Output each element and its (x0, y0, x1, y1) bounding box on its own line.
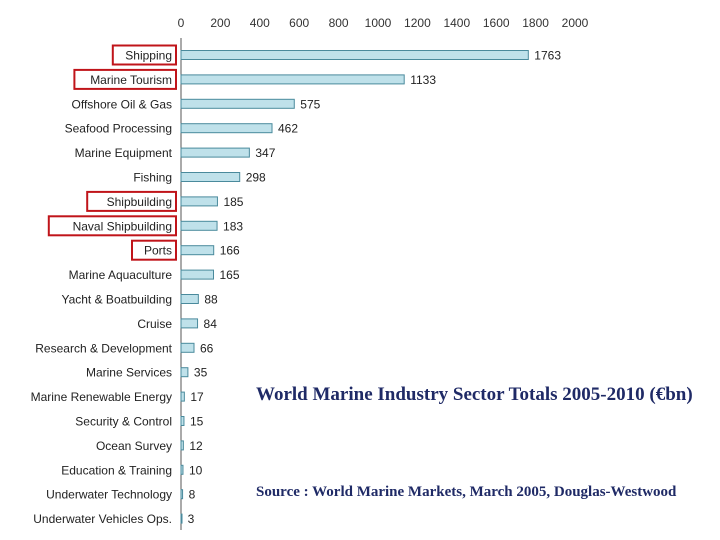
x-tick-label: 1800 (522, 16, 549, 30)
data-label: 88 (204, 293, 218, 307)
data-label: 35 (194, 366, 208, 380)
category-label: Ports (144, 244, 172, 258)
bar (180, 220, 218, 231)
data-label: 8 (189, 488, 196, 502)
data-label: 298 (246, 171, 266, 185)
data-label: 575 (300, 97, 320, 111)
data-label: 15 (190, 415, 204, 429)
x-tick-label: 200 (210, 16, 230, 30)
category-label: Fishing (133, 171, 172, 185)
bar (180, 147, 250, 158)
bar (180, 245, 215, 256)
bar (180, 196, 218, 207)
category-label: Underwater Technology (46, 488, 172, 502)
x-tick-label: 1000 (365, 16, 392, 30)
bar (180, 513, 183, 524)
bar (180, 391, 185, 402)
category-label: Marine Aquaculture (69, 268, 173, 282)
x-tick-label: 1600 (483, 16, 510, 30)
highlight-box (86, 190, 177, 212)
category-label: Education & Training (61, 463, 172, 477)
bar (180, 367, 189, 378)
x-tick-label: 0 (178, 16, 185, 30)
category-label: Research & Development (35, 341, 172, 355)
category-label: Marine Equipment (75, 146, 173, 160)
data-label: 84 (204, 317, 218, 331)
x-tick-label: 800 (329, 16, 349, 30)
bar (180, 342, 195, 353)
bar (180, 489, 184, 500)
category-label: Security & Control (75, 415, 172, 429)
bar (180, 98, 295, 109)
chart-caption-title: World Marine Industry Sector Totals 2005… (256, 384, 693, 405)
category-label: Shipbuilding (107, 195, 172, 209)
data-label: 183 (223, 219, 243, 233)
data-label: 1763 (534, 49, 561, 63)
x-tick-label: 600 (289, 16, 309, 30)
highlight-box (47, 215, 177, 237)
x-tick-label: 400 (250, 16, 270, 30)
bar (180, 464, 184, 475)
data-label: 166 (220, 244, 240, 258)
category-label: Yacht & Boatbuilding (61, 293, 172, 307)
category-label: Cruise (137, 317, 172, 331)
category-label: Ocean Survey (96, 439, 172, 453)
data-label: 165 (220, 268, 240, 282)
data-label: 17 (190, 390, 204, 404)
x-tick-label: 1200 (404, 16, 431, 30)
bar (180, 123, 273, 134)
data-label: 12 (189, 439, 203, 453)
highlight-box (131, 239, 177, 261)
category-label: Shipping (125, 49, 172, 63)
category-label: Marine Renewable Energy (31, 390, 172, 404)
bar (180, 416, 185, 426)
category-label: Offshore Oil & Gas (72, 97, 172, 111)
category-label: Underwater Vehicles Ops. (33, 512, 172, 526)
x-tick-label: 2000 (562, 16, 589, 30)
highlight-box (111, 44, 178, 66)
bar (180, 294, 199, 304)
category-label: Seafood Processing (65, 122, 172, 136)
data-label: 347 (255, 146, 275, 160)
category-label: Marine Tourism (90, 73, 172, 87)
bar (180, 440, 184, 451)
x-tick-label: 1400 (443, 16, 470, 30)
category-label: Marine Services (86, 366, 172, 380)
data-label: 185 (223, 195, 243, 209)
data-label: 3 (188, 512, 195, 526)
highlight-box (73, 68, 177, 90)
bar (180, 172, 241, 182)
category-label: Naval Shipbuilding (73, 219, 172, 233)
chart-source-note: Source : World Marine Markets, March 200… (256, 484, 677, 500)
data-label: 1133 (410, 73, 436, 87)
data-label: 10 (189, 463, 203, 477)
data-label: 462 (278, 122, 298, 136)
bar (180, 318, 199, 329)
data-label: 66 (200, 341, 214, 355)
bar (180, 269, 215, 280)
bar (180, 50, 529, 60)
bar (180, 74, 405, 85)
